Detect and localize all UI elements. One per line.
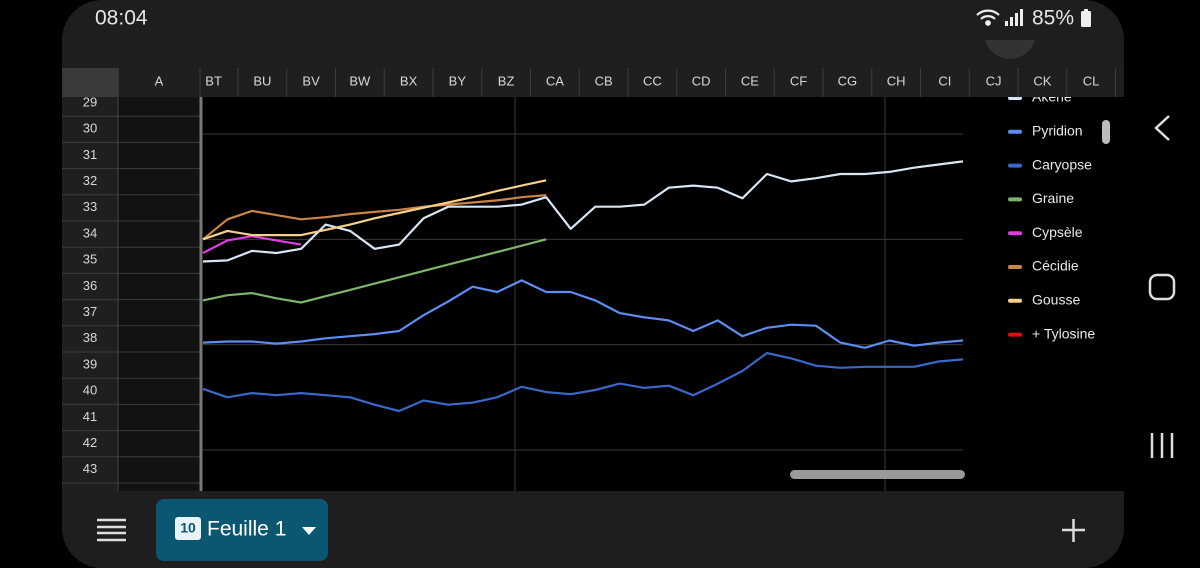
row-header: 40 (83, 383, 97, 398)
legend-swatch (1008, 231, 1022, 236)
column-header: CF (790, 73, 807, 88)
row-header: 29 (83, 94, 97, 109)
row-header: 30 (83, 121, 97, 136)
column-header: CA (546, 73, 564, 88)
sheet-tab[interactable]: 10 Feuille 1 (156, 499, 328, 561)
row-header: 33 (83, 199, 97, 214)
corner-cell (62, 68, 118, 97)
column-header: BW (349, 73, 371, 88)
legend-scrollbar (1102, 120, 1110, 144)
column-a-cells (118, 97, 200, 491)
battery-icon (1081, 9, 1091, 27)
row-header: 36 (83, 278, 97, 293)
column-header: CK (1033, 73, 1051, 88)
chart-background (200, 97, 1124, 491)
row-header: 31 (83, 147, 97, 162)
legend-swatch (1008, 332, 1022, 337)
legend-label: Caryopse (1032, 156, 1092, 172)
sheet-dropdown[interactable] (302, 527, 316, 535)
series-line (202, 352, 964, 413)
legend-label: Graine (1032, 190, 1074, 206)
camera-cutout (985, 40, 1035, 59)
legend-label: Akène (1032, 89, 1072, 105)
column-header: CB (595, 73, 613, 88)
series-line (202, 179, 547, 241)
column-header: CC (643, 73, 662, 88)
recents-button[interactable] (1150, 433, 1174, 458)
column-header: BV (302, 73, 320, 88)
row-header: 41 (83, 409, 97, 424)
legend-swatch (1008, 163, 1022, 168)
column-header: CD (692, 73, 711, 88)
series-line (202, 238, 547, 304)
column-header: CH (887, 73, 906, 88)
legend-swatch (1008, 265, 1022, 269)
legend-label: Gousse (1032, 292, 1080, 308)
legend-label: Cypsèle (1032, 224, 1083, 240)
column-header: A (155, 73, 164, 88)
wifi-icon (976, 9, 1000, 26)
sheets-menu-button[interactable] (97, 518, 126, 542)
legend-label: Pyridion (1032, 123, 1083, 139)
add-sheet-button[interactable] (1062, 519, 1085, 542)
chart-scrollbar (790, 470, 965, 479)
legend-swatch (1008, 298, 1022, 303)
row-header: 34 (83, 225, 97, 240)
battery-percent: 85% (1032, 7, 1074, 30)
sheet-badge: 10 (180, 520, 196, 536)
row-header: 39 (83, 356, 97, 371)
column-header: CG (838, 73, 858, 88)
row-header: 38 (83, 330, 97, 345)
column-header: CE (741, 73, 759, 88)
back-button[interactable] (1154, 115, 1170, 141)
column-header-bar (62, 68, 1124, 97)
legend-label: + Tylosine (1032, 325, 1095, 341)
column-header: BU (253, 73, 271, 88)
home-button[interactable] (1148, 273, 1176, 301)
column-header: BX (400, 73, 418, 88)
chart: Akène Pyridion Caryopse Graine Cypsèle Cécidi… (200, 89, 1124, 491)
column-header: BT (205, 73, 222, 88)
column-header: BZ (498, 73, 515, 88)
row-header: 32 (83, 173, 97, 188)
legend-swatch (1008, 129, 1022, 134)
sheet-name: Feuille 1 (207, 518, 286, 541)
series-line (202, 279, 964, 349)
row-header-bar (62, 97, 118, 491)
legend: Akène Pyridion Caryopse Graine Cypsèle Cécidi… (1008, 89, 1095, 341)
series-line (202, 160, 964, 263)
legend-swatch (1008, 197, 1022, 202)
row-header: 35 (83, 252, 97, 267)
legend-label: Cécidie (1032, 258, 1079, 274)
row-header: 37 (83, 304, 97, 319)
row-header: 43 (83, 461, 97, 476)
column-header: CL (1083, 73, 1100, 88)
row-header: 42 (83, 435, 97, 450)
status-time: 08:04 (95, 7, 148, 30)
column-header: CJ (986, 73, 1002, 88)
legend-swatch (1008, 97, 1022, 100)
signal-icon (1005, 9, 1023, 26)
plot-area (202, 133, 964, 451)
column-header: CI (938, 73, 951, 88)
column-header: BY (449, 73, 467, 88)
series-line (202, 194, 547, 241)
